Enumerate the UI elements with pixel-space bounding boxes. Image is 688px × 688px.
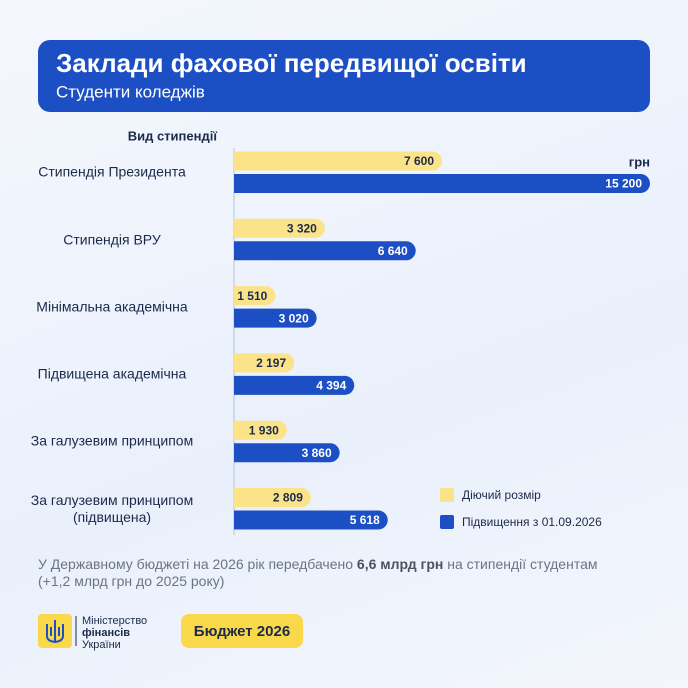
value-label: 15 200	[605, 177, 642, 191]
title: Заклади фахової передвищої освіти	[56, 48, 527, 78]
legend-swatch	[440, 515, 454, 529]
logo-line: України	[82, 639, 121, 651]
note-text: (+1,2 млрд грн до 2025 року)	[38, 573, 225, 589]
axis-label: Вид стипендії	[128, 128, 218, 143]
bar	[234, 308, 317, 328]
category-label: Мінімальна академічна	[36, 298, 188, 315]
bar	[234, 151, 443, 171]
value-label: 2 809	[273, 491, 303, 505]
bar	[234, 488, 311, 507]
trident-icon	[46, 620, 64, 644]
note-text: на стипендії студентам	[443, 556, 598, 572]
bar	[234, 218, 325, 238]
value-label: 5 618	[350, 513, 380, 527]
bar	[234, 375, 355, 395]
subtitle: Студенти коледжів	[56, 82, 205, 101]
value-label: 6 640	[378, 244, 408, 258]
bar	[234, 443, 340, 463]
bar	[234, 286, 276, 306]
value-label: 3 320	[287, 221, 317, 235]
category-label: Підвищена академічна	[37, 365, 187, 382]
bar	[234, 420, 287, 440]
value-label: 1 930	[249, 423, 279, 437]
logo-line: Міністерство	[82, 615, 148, 627]
note-text: У Державному бюджеті на 2026 рік передба…	[38, 556, 357, 572]
value-label: 4 394	[316, 379, 346, 393]
bar	[234, 510, 388, 530]
logo-text: Міністерство фінансів України	[82, 615, 147, 651]
legend-label: Діючий розмір	[462, 488, 541, 502]
value-label: 7 600	[404, 154, 434, 168]
legend-swatch	[440, 488, 454, 502]
budget-badge: Бюджет 2026	[181, 614, 303, 648]
logo-line: фінансів	[82, 627, 131, 639]
category-label: Стипендія Президента	[38, 163, 186, 180]
header-box	[38, 40, 650, 112]
value-label: 1 510	[237, 289, 267, 303]
value-label: 3 860	[302, 446, 332, 460]
category-label: Стипендія ВРУ	[63, 231, 161, 248]
bar	[234, 241, 416, 261]
category-label: За галузевим принципом (підвищена)	[30, 491, 194, 525]
note-bold: 6,6 млрд грн	[356, 556, 444, 572]
value-label: 2 197	[256, 356, 286, 370]
value-label: 3 020	[279, 311, 309, 325]
legend-label: Підвищення з 01.09.2026	[462, 515, 602, 529]
bar	[234, 174, 650, 193]
bar	[234, 353, 295, 373]
footer-note: У Державному бюджеті на 2026 рік передба…	[38, 556, 658, 590]
category-label: За галузевим принципом	[30, 432, 194, 449]
unit-label: грн	[629, 154, 650, 169]
